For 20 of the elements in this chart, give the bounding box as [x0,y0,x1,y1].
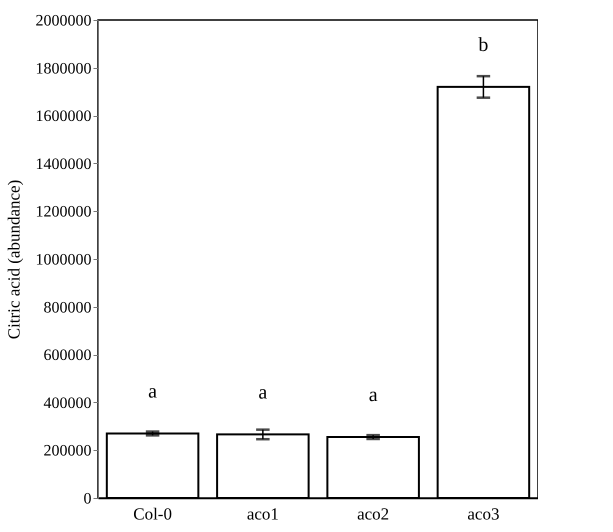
annotation: a [258,381,268,404]
y-tick-label: 1400000 [36,156,92,173]
x-tick-label: aco3 [467,504,500,524]
y-tick-label: 400000 [44,394,92,412]
y-tick-label: 1600000 [36,108,92,126]
y-tick-label: 2000000 [36,12,92,30]
y-tick-label: 0 [84,490,92,508]
annotation: a [368,384,378,406]
x-tick-label: aco1 [246,504,279,524]
y-tick-label: 1200000 [36,204,92,221]
y-tick-label: 800000 [44,299,92,316]
x-tick-label: aco2 [357,504,390,524]
y-tick-label: 200000 [44,442,92,460]
y-axis-title: Citric acid (abundance) [4,180,24,340]
annotation: b [478,34,488,56]
x-tick-label: Col-0 [133,504,172,524]
annotation: a [148,380,158,402]
y-tick-label: 600000 [44,347,92,364]
y-tick-label: 1800000 [36,60,92,78]
y-tick-label: 1000000 [36,252,92,268]
